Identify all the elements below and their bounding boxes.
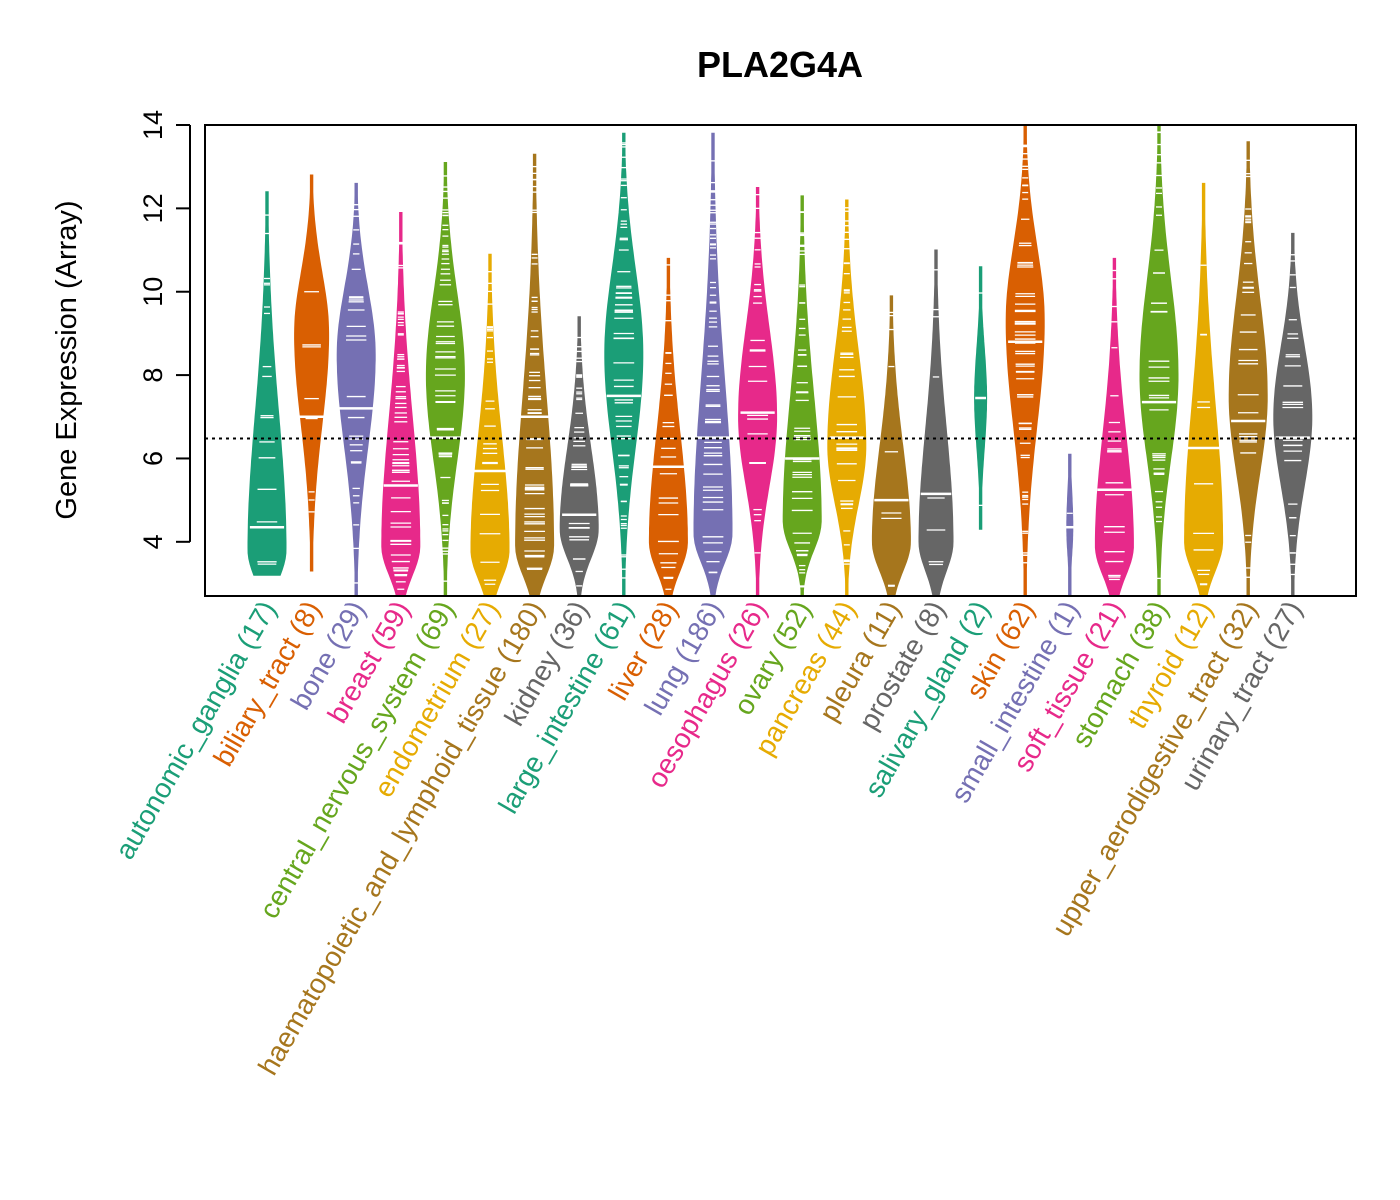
violin-central_nervous_system bbox=[425, 162, 465, 597]
violin-haematopoietic_and_lymphoid_tissue bbox=[515, 153, 555, 597]
violin-lung bbox=[693, 132, 733, 597]
y-tick-label: 14 bbox=[138, 110, 168, 140]
violin-breast bbox=[381, 212, 421, 597]
violin-soft_tissue bbox=[1094, 257, 1134, 597]
plot-frame bbox=[204, 124, 1357, 597]
violin-prostate bbox=[918, 249, 954, 597]
violin-upper_aerodigestive_tract bbox=[1228, 141, 1268, 597]
violin-body bbox=[425, 162, 465, 597]
y-axis: 4 6 8 10 12 14 bbox=[138, 110, 191, 549]
y-tick-label: 10 bbox=[138, 277, 168, 307]
y-tick-label: 6 bbox=[138, 451, 168, 466]
violin-body bbox=[827, 199, 867, 597]
violin-body bbox=[738, 187, 778, 597]
violin-body bbox=[470, 253, 510, 597]
violins bbox=[247, 124, 1313, 597]
violin-body bbox=[1094, 257, 1134, 597]
violin-stomach bbox=[1139, 124, 1179, 597]
violin-body bbox=[1228, 141, 1268, 597]
violin-bone bbox=[336, 182, 376, 597]
violin-kidney bbox=[559, 316, 599, 597]
y-tick-label: 8 bbox=[138, 368, 168, 383]
violin-urinary_tract bbox=[1273, 232, 1313, 597]
violin-skin bbox=[1005, 124, 1045, 597]
violin-body bbox=[381, 212, 421, 597]
violin-body bbox=[648, 257, 688, 597]
violin-body bbox=[604, 132, 644, 597]
violin-body bbox=[336, 182, 376, 597]
chart-title: PLA2G4A bbox=[697, 44, 863, 85]
violin-body bbox=[1273, 232, 1313, 597]
violin-salivary_gland bbox=[974, 266, 988, 530]
violin-body bbox=[294, 174, 330, 572]
violin-body bbox=[1139, 124, 1179, 597]
violin-ovary bbox=[782, 195, 822, 597]
violin-body bbox=[1184, 182, 1224, 597]
violin-body bbox=[918, 249, 954, 597]
violin-large_intestine bbox=[604, 132, 644, 597]
violin-pleura bbox=[871, 295, 911, 597]
violin-pancreas bbox=[827, 199, 867, 597]
violin-body bbox=[693, 132, 733, 597]
violin-endometrium bbox=[470, 253, 510, 597]
violin-body bbox=[247, 191, 287, 576]
violin-body bbox=[782, 195, 822, 597]
violin-thyroid bbox=[1184, 182, 1224, 597]
violin-oesophagus bbox=[738, 187, 778, 597]
y-tick-label: 4 bbox=[138, 534, 168, 549]
violin-body bbox=[1066, 453, 1074, 597]
y-tick-label: 12 bbox=[138, 193, 168, 223]
violin-body bbox=[871, 295, 911, 597]
category-labels: autonomic_ganglia (17)biliary_tract (8)b… bbox=[109, 596, 1308, 1081]
y-axis-label: Gene Expression (Array) bbox=[51, 200, 83, 519]
violin-liver bbox=[648, 257, 688, 597]
violin-body bbox=[1005, 124, 1045, 597]
violin-biliary_tract bbox=[294, 174, 330, 572]
violin-body bbox=[559, 316, 599, 597]
violin-small_intestine bbox=[1065, 453, 1074, 597]
violin-autonomic_ganglia bbox=[247, 191, 287, 576]
